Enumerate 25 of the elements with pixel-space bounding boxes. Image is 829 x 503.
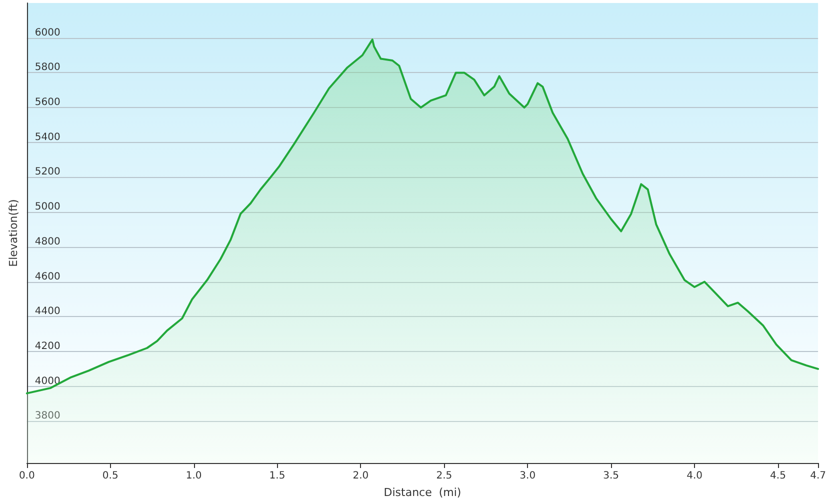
y-tick-label: 4600 xyxy=(34,271,60,282)
x-tick-label: 2.0 xyxy=(352,470,369,482)
x-tick-label: 3.5 xyxy=(603,470,620,482)
x-tick-label: 1.0 xyxy=(186,470,202,482)
y-tick-label: 5400 xyxy=(34,132,60,143)
y-tick-label: 6000 xyxy=(34,27,60,38)
x-tick-label: 2.5 xyxy=(436,470,452,482)
y-tick-label: 5800 xyxy=(34,62,60,74)
x-tick-label: 4.0 xyxy=(686,470,702,482)
y-tick-label: 4000 xyxy=(34,376,60,387)
x-tick-label: 4.5 xyxy=(770,470,786,482)
y-tick-label: 5600 xyxy=(34,97,60,108)
x-tick-label: 3.0 xyxy=(520,470,536,482)
x-axis-title: Distance (mi) xyxy=(384,486,462,499)
y-tick-label: 4200 xyxy=(34,340,60,352)
y-tick-label: 5200 xyxy=(34,166,60,178)
y-tick-label: 5000 xyxy=(34,202,60,213)
y-axis-title: Elevation(ft) xyxy=(7,199,20,267)
x-tick-label: 1.5 xyxy=(269,470,286,482)
x-tick-label: 0.0 xyxy=(18,470,35,482)
x-tick-label: 4.7 xyxy=(810,470,826,482)
y-tick-label: 4800 xyxy=(34,236,60,248)
y-tick-label: 4400 xyxy=(34,306,60,318)
y-tick-label: 3800 xyxy=(34,410,60,422)
x-tick-label: 0.5 xyxy=(102,470,118,482)
